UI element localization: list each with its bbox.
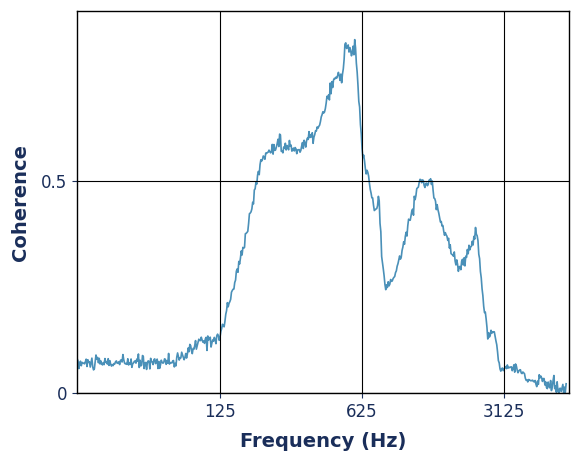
Y-axis label: Coherence: Coherence: [11, 144, 30, 261]
X-axis label: Frequency (Hz): Frequency (Hz): [240, 432, 406, 451]
